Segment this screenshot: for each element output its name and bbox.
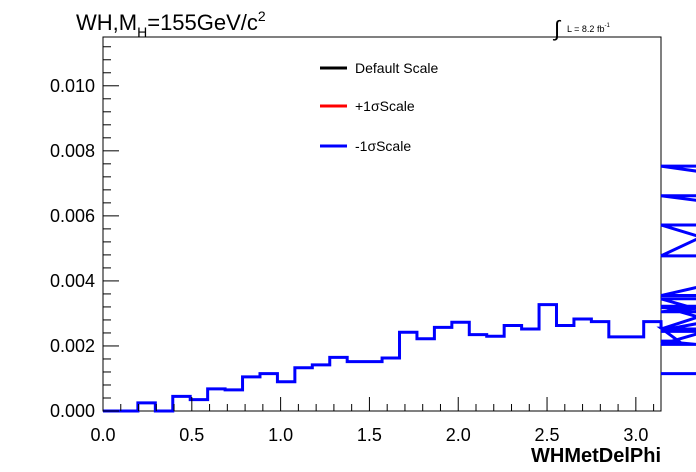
x-tick-label: 3.0	[623, 425, 648, 445]
y-axis: 0.000 0.002 0.004 0.006 0.008 0.010	[50, 46, 119, 421]
x-tick-label: 0.0	[90, 425, 115, 445]
legend-label-plus: +1σScale	[355, 98, 415, 114]
y-tick-label: 0.008	[50, 141, 95, 161]
x-axis: 0.0 0.5 1.0 1.5 2.0 2.5 3.0	[90, 397, 655, 445]
y-tick-label: 0.000	[50, 401, 95, 421]
x-axis-label: WHMetDelPhi	[531, 445, 661, 467]
x-tick-label: 1.0	[268, 425, 293, 445]
integral-symbol: ∫	[552, 16, 562, 41]
x-tick-label: 2.0	[446, 425, 471, 445]
legend: Default Scale +1σScale -1σScale	[320, 60, 438, 154]
luminosity-label: L = 8.2 fb-1	[567, 23, 610, 34]
chart-title: WH,MH=155GeV/c2	[76, 8, 266, 40]
legend-label-minus: -1σScale	[355, 138, 411, 154]
y-tick-label: 0.004	[50, 271, 95, 291]
plot-frame	[102, 36, 662, 412]
y-tick-label: 0.010	[50, 76, 95, 96]
x-tick-label: 2.5	[535, 425, 560, 445]
y-tick-label: 0.002	[50, 336, 95, 356]
legend-label-default: Default Scale	[355, 60, 438, 76]
x-tick-label: 0.5	[179, 425, 204, 445]
series-layer	[103, 164, 696, 413]
x-tick-label: 1.5	[357, 425, 382, 445]
y-tick-label: 0.006	[50, 206, 95, 226]
series-line-0	[103, 164, 696, 413]
